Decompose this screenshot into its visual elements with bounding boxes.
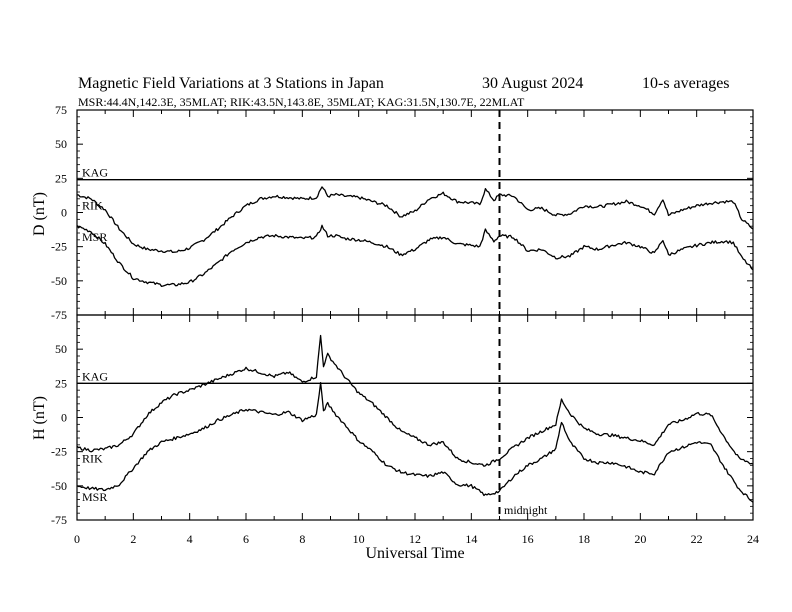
station-label-kag: KAG (82, 166, 108, 180)
y-tick-label: 0 (61, 206, 67, 220)
series-line-rik (76, 334, 754, 467)
station-label-kag: KAG (82, 369, 108, 383)
h-component-panel: 50 25 0 -25 -50 -75 KAG RIK MSR (51, 314, 754, 527)
h-axis-title: H (nT) (31, 396, 48, 440)
y-tick-label: 25 (55, 376, 67, 390)
x-tick-label: 12 (409, 532, 421, 546)
y-tick-label: -25 (51, 445, 67, 459)
x-tick-label: 20 (634, 532, 646, 546)
station-label-rik: RIK (82, 199, 103, 213)
x-tick-label: 24 (747, 532, 759, 546)
y-tick-label: 25 (55, 171, 67, 185)
station-label-rik: RIK (82, 452, 103, 466)
x-tick-label: 22 (691, 532, 703, 546)
y-tick-label: -25 (51, 240, 67, 254)
x-tick-label: 16 (522, 532, 534, 546)
x-tick-label: 2 (130, 532, 136, 546)
x-axis: 0 2 4 6 8 10 12 14 16 18 20 22 24 (74, 532, 759, 546)
d-axis-title: D (nT) (31, 192, 48, 236)
series-line-rik (76, 186, 754, 254)
x-tick-label: 8 (299, 532, 305, 546)
x-axis-title: Universal Time (365, 545, 464, 562)
x-tick-label: 10 (353, 532, 365, 546)
d-component-panel: 75 50 25 0 -25 -50 -75 KAG RIK MSR (51, 103, 754, 322)
chart-date: 30 August 2024 (482, 75, 583, 92)
plot-frame (76, 314, 754, 521)
x-tick-label: 0 (74, 532, 80, 546)
x-tick-label: 18 (578, 532, 590, 546)
x-tick-label: 6 (243, 532, 249, 546)
y-tick-label: 0 (61, 411, 67, 425)
station-label-msr: MSR (82, 490, 107, 504)
y-tick-label: 75 (55, 103, 67, 117)
y-tick-label: -75 (51, 308, 67, 322)
y-tick-label: 50 (55, 342, 67, 356)
y-tick-label: 50 (55, 137, 67, 151)
chart-averaging: 10-s averages (642, 75, 730, 92)
station-coordinates: MSR:44.4N,142.3E, 35MLAT; RIK:43.5N,143.… (78, 95, 525, 109)
station-label-msr: MSR (82, 230, 107, 244)
chart-title: Magnetic Field Variations at 3 Stations … (78, 75, 384, 92)
x-tick-label: 14 (465, 532, 477, 546)
y-tick-label: -50 (51, 274, 67, 288)
x-tick-label: 4 (187, 532, 193, 546)
midnight-label: midnight (504, 503, 548, 517)
series-line-msr (76, 381, 754, 503)
series-line-msr (76, 224, 754, 288)
y-tick-label: -75 (51, 513, 67, 527)
y-tick-label: -50 (51, 479, 67, 493)
